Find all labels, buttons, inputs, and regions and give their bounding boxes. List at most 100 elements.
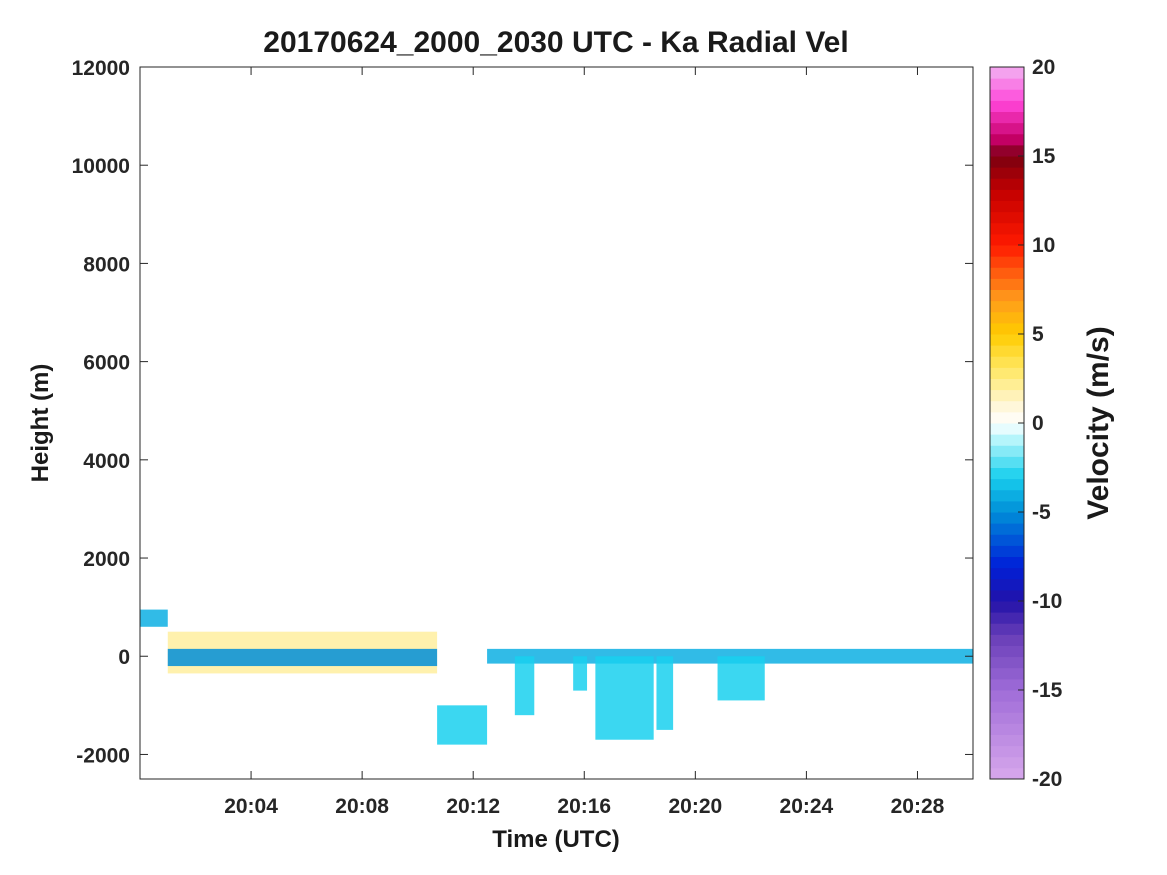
- colorbar-band: [990, 734, 1024, 747]
- colorbar-band: [990, 156, 1024, 168]
- colorbar-band: [990, 133, 1024, 146]
- colorbar-band: [990, 311, 1024, 324]
- colorbar-band: [990, 567, 1024, 580]
- colorbar-band: [990, 356, 1024, 368]
- plot-frame: [139, 66, 974, 780]
- colorbar-band: [990, 334, 1024, 346]
- colorbar-band: [990, 512, 1024, 524]
- colorbar-tick-label: 20: [1032, 56, 1055, 79]
- colorbar-band: [990, 178, 1024, 190]
- colorbar-band: [990, 378, 1024, 391]
- colorbar-band: [990, 245, 1024, 257]
- x-tick-label: 20:04: [224, 795, 278, 818]
- colorbar-band: [990, 656, 1024, 669]
- colorbar-band: [990, 367, 1024, 379]
- velocity-data-layer: [140, 609, 973, 745]
- velocity-region: [514, 656, 535, 716]
- velocity-region: [167, 648, 438, 667]
- velocity-region: [140, 609, 168, 627]
- y-tick-label: 12000: [72, 57, 130, 80]
- x-tick-label: 20:28: [891, 795, 945, 818]
- colorbar-tick-label: -5: [1032, 501, 1051, 524]
- colorbar-band: [990, 67, 1024, 79]
- colorbar-band: [990, 678, 1024, 691]
- x-tick-label: 20:20: [668, 795, 722, 818]
- plot-area: [139, 66, 974, 780]
- colorbar-tick-label: 0: [1032, 412, 1044, 435]
- colorbar-tick-label: 10: [1032, 234, 1055, 257]
- colorbar-band: [990, 578, 1024, 591]
- y-tick-label: 2000: [83, 548, 130, 571]
- colorbar-band: [990, 701, 1024, 713]
- velocity-region: [717, 656, 765, 701]
- colorbar-band: [990, 534, 1024, 546]
- colorbar-band: [990, 612, 1024, 624]
- colorbar: -20 -15 -10 -5 0 5 10 15 20: [989, 56, 1063, 791]
- colorbar-band: [990, 500, 1024, 513]
- colorbar-band: [990, 400, 1024, 413]
- velocity-region: [573, 656, 588, 691]
- colorbar-band: [990, 634, 1024, 646]
- colorbar-band: [990, 456, 1024, 468]
- velocity-region: [656, 656, 674, 730]
- colorbar-band: [990, 690, 1024, 702]
- colorbar-band: [990, 723, 1024, 735]
- colorbar-band: [990, 211, 1024, 224]
- colorbar-band: [990, 434, 1024, 446]
- colorbar-band: [990, 144, 1024, 157]
- colorbar-band: [990, 167, 1024, 179]
- x-axis-label: Time (UTC): [492, 826, 620, 853]
- colorbar-band: [990, 189, 1024, 201]
- colorbar-band: [990, 389, 1024, 402]
- colorbar-tick-label: 15: [1032, 145, 1056, 168]
- colorbar-tick-label: 5: [1032, 323, 1044, 346]
- colorbar-band: [990, 278, 1024, 290]
- colorbar-label: Velocity (m/s): [1082, 326, 1115, 519]
- colorbar-tick-label: -15: [1032, 679, 1063, 702]
- y-axis: -2000 0 2000 4000 6000 8000 10000 12000: [72, 57, 973, 767]
- colorbar-band: [990, 233, 1024, 246]
- colorbar-band: [990, 411, 1024, 424]
- colorbar-band: [990, 300, 1024, 313]
- y-tick-label: 10000: [72, 155, 130, 178]
- y-tick-label: -2000: [76, 744, 130, 767]
- colorbar-band: [990, 111, 1024, 124]
- x-tick-label: 20:12: [446, 795, 500, 818]
- colorbar-band: [990, 712, 1024, 724]
- y-tick-label: 4000: [83, 450, 130, 473]
- colorbar-band: [990, 589, 1024, 602]
- colorbar-band: [990, 756, 1024, 769]
- x-tick-label: 20:08: [335, 795, 389, 818]
- colorbar-band: [990, 623, 1024, 635]
- colorbar-band: [990, 667, 1024, 680]
- y-tick-label: 0: [118, 646, 130, 669]
- colorbar-band: [990, 89, 1024, 101]
- colorbar-band: [990, 423, 1024, 435]
- y-tick-label: 6000: [83, 352, 130, 375]
- colorbar-band: [990, 322, 1024, 335]
- chart-title: 20170624_2000_2030 UTC - Ka Radial Vel: [263, 26, 848, 59]
- colorbar-band: [990, 767, 1024, 780]
- colorbar-band: [990, 645, 1024, 658]
- colorbar-band: [990, 200, 1024, 213]
- colorbar-band: [990, 445, 1024, 457]
- colorbar-band: [990, 745, 1024, 758]
- colorbar-band: [990, 345, 1024, 357]
- x-tick-label: 20:16: [557, 795, 611, 818]
- y-axis-label: Height (m): [27, 364, 54, 483]
- x-tick-label: 20:24: [780, 795, 834, 818]
- colorbar-band: [990, 100, 1024, 112]
- colorbar-band: [990, 289, 1024, 302]
- colorbar-band: [990, 222, 1024, 235]
- x-axis: 20:04 20:08 20:12 20:16 20:20 20:24 20:28: [224, 67, 945, 818]
- colorbar-band: [990, 478, 1024, 491]
- colorbar-band: [990, 122, 1024, 135]
- colorbar-band: [990, 267, 1024, 279]
- colorbar-tick-label: -10: [1032, 590, 1062, 613]
- colorbar-band: [990, 78, 1024, 90]
- y-tick-label: 8000: [83, 253, 130, 276]
- colorbar-band: [990, 489, 1024, 502]
- colorbar-band: [990, 523, 1024, 535]
- colorbar-band: [990, 545, 1024, 557]
